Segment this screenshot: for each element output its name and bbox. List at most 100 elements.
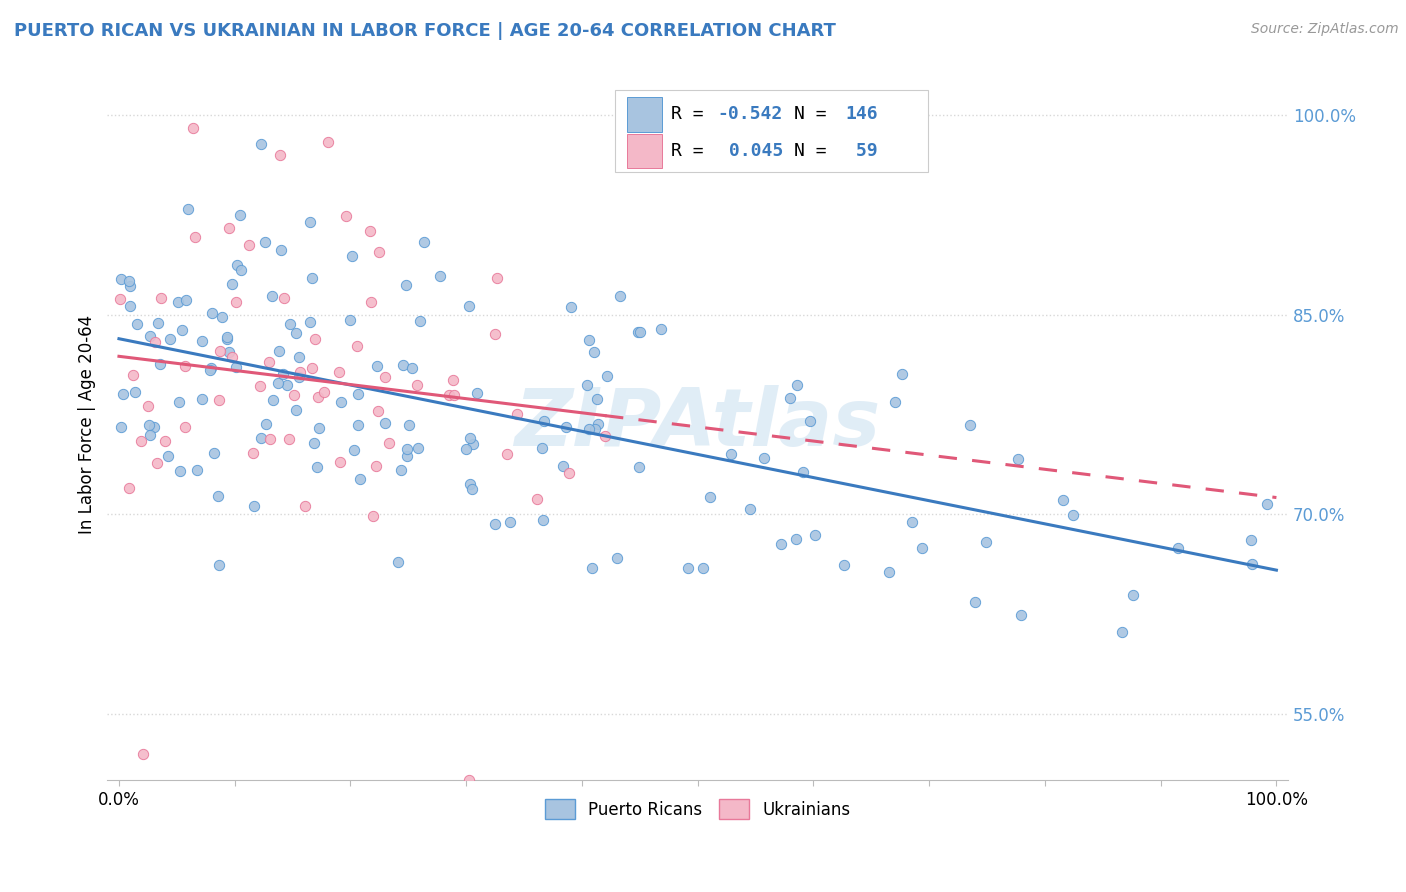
Point bbox=[585, 392, 607, 407]
Point bbox=[262, 393, 284, 408]
Point bbox=[294, 500, 316, 514]
Point bbox=[578, 422, 600, 436]
Point bbox=[273, 291, 295, 305]
Point bbox=[396, 449, 419, 463]
Point bbox=[238, 237, 260, 252]
Point bbox=[108, 292, 131, 306]
Point bbox=[890, 367, 912, 381]
Point bbox=[884, 395, 907, 409]
Point bbox=[225, 294, 247, 309]
Point bbox=[596, 368, 619, 383]
Point bbox=[454, 442, 477, 457]
Point bbox=[159, 332, 181, 346]
Text: PUERTO RICAN VS UKRAINIAN IN LABOR FORCE | AGE 20-64 CORRELATION CHART: PUERTO RICAN VS UKRAINIAN IN LABOR FORCE… bbox=[14, 22, 837, 40]
Point bbox=[304, 332, 326, 346]
Point bbox=[799, 414, 821, 428]
Text: -0.542: -0.542 bbox=[717, 105, 783, 123]
Point bbox=[398, 418, 420, 433]
Point bbox=[720, 447, 742, 461]
Point bbox=[260, 289, 283, 303]
Point bbox=[395, 277, 418, 292]
Point bbox=[911, 541, 934, 556]
Point bbox=[242, 499, 264, 513]
Point bbox=[218, 221, 240, 235]
Point bbox=[221, 277, 243, 291]
Point bbox=[533, 414, 555, 428]
Point bbox=[437, 388, 460, 402]
Point bbox=[191, 334, 214, 349]
Point bbox=[974, 534, 997, 549]
Point bbox=[378, 436, 401, 450]
Point bbox=[208, 558, 231, 573]
Point bbox=[458, 431, 481, 445]
Point bbox=[1062, 508, 1084, 523]
Point bbox=[650, 322, 672, 336]
Point bbox=[340, 249, 363, 263]
Point bbox=[125, 317, 148, 331]
Point bbox=[226, 258, 249, 272]
Point bbox=[312, 384, 335, 399]
Point bbox=[803, 528, 825, 542]
Point bbox=[136, 399, 159, 413]
Point bbox=[142, 420, 165, 434]
Point bbox=[129, 434, 152, 448]
Text: R =: R = bbox=[671, 142, 714, 161]
Point bbox=[177, 202, 200, 217]
Point bbox=[149, 357, 172, 371]
Text: N =: N = bbox=[794, 142, 838, 161]
Point bbox=[259, 432, 281, 446]
Point bbox=[118, 481, 141, 495]
Point bbox=[583, 422, 606, 436]
Point bbox=[143, 334, 166, 349]
Point bbox=[531, 441, 554, 455]
Point bbox=[121, 368, 143, 383]
Point bbox=[526, 492, 548, 507]
Point bbox=[575, 377, 598, 392]
Point bbox=[149, 292, 172, 306]
Text: 59: 59 bbox=[845, 142, 877, 161]
Point bbox=[250, 432, 273, 446]
Point bbox=[1122, 589, 1144, 603]
Point bbox=[215, 332, 238, 346]
Point bbox=[360, 295, 382, 310]
Point bbox=[191, 392, 214, 406]
Point bbox=[198, 363, 221, 377]
Point bbox=[578, 333, 600, 347]
Point bbox=[339, 312, 361, 326]
Point bbox=[186, 462, 208, 476]
Point bbox=[259, 355, 281, 369]
FancyBboxPatch shape bbox=[627, 134, 662, 169]
Point bbox=[692, 560, 714, 574]
Point bbox=[555, 419, 578, 434]
Point bbox=[586, 417, 609, 432]
Text: 0.045: 0.045 bbox=[717, 142, 783, 161]
Point bbox=[316, 135, 339, 149]
FancyBboxPatch shape bbox=[627, 97, 662, 131]
Text: ZIPAtlas: ZIPAtlas bbox=[515, 385, 880, 464]
Point bbox=[335, 209, 357, 223]
Point bbox=[499, 515, 522, 529]
Point bbox=[249, 378, 271, 392]
Point bbox=[301, 361, 323, 376]
Point bbox=[359, 224, 381, 238]
Point bbox=[779, 391, 801, 405]
Point bbox=[110, 272, 132, 286]
Point bbox=[277, 432, 299, 446]
Point bbox=[167, 295, 190, 310]
Point bbox=[1167, 541, 1189, 555]
Point bbox=[305, 460, 328, 475]
Text: N =: N = bbox=[794, 105, 838, 123]
Point bbox=[167, 395, 190, 409]
Point bbox=[832, 558, 855, 572]
Point bbox=[218, 345, 240, 359]
Point bbox=[183, 230, 205, 244]
Point bbox=[581, 561, 603, 575]
Point bbox=[560, 301, 582, 315]
Legend: Puerto Ricans, Ukrainians: Puerto Ricans, Ukrainians bbox=[538, 793, 858, 825]
Point bbox=[551, 458, 574, 473]
Point bbox=[270, 243, 292, 257]
Point bbox=[221, 351, 243, 365]
Point bbox=[120, 278, 142, 293]
Point bbox=[484, 326, 506, 341]
Point bbox=[406, 377, 429, 392]
